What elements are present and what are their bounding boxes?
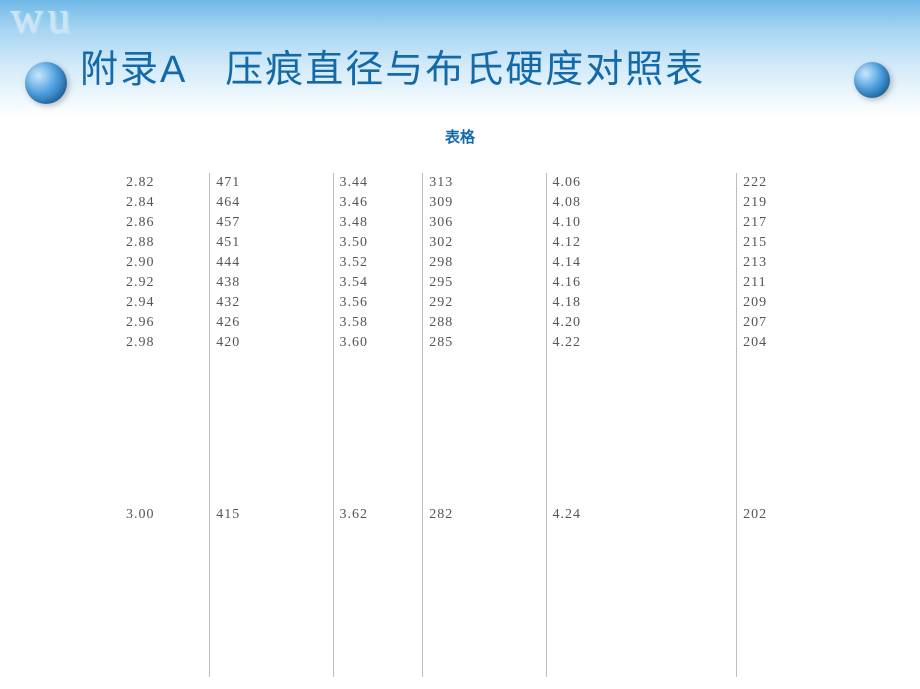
table-cell: 282: [423, 505, 546, 525]
table-row: 2.904443.522984.14213: [120, 253, 860, 273]
table-cell: 4.14: [546, 253, 737, 273]
table-cell: 2.84: [120, 193, 210, 213]
table-cell: [120, 525, 210, 677]
table-row: [120, 353, 860, 505]
table-cell: [737, 353, 860, 505]
table-cell: 4.18: [546, 293, 737, 313]
table-cell: 3.54: [333, 273, 423, 293]
table-cell: 309: [423, 193, 546, 213]
table-cell: 3.00: [120, 505, 210, 525]
table-cell: 209: [737, 293, 860, 313]
table-cell: 444: [210, 253, 333, 273]
table-cell: 2.92: [120, 273, 210, 293]
table-cell: 2.82: [120, 173, 210, 193]
table-cell: 438: [210, 273, 333, 293]
table-cell: 3.44: [333, 173, 423, 193]
table-row: 2.824713.443134.06222: [120, 173, 860, 193]
header-bar: wu 附录A 压痕直径与布氏硬度对照表: [0, 0, 920, 116]
table-cell: 3.62: [333, 505, 423, 525]
table-row: 3.004153.622824.24202: [120, 505, 860, 525]
table-row: [120, 525, 860, 677]
table-container: 2.824713.443134.062222.844643.463094.082…: [0, 153, 920, 689]
table-cell: 471: [210, 173, 333, 193]
table-row: 2.924383.542954.16211: [120, 273, 860, 293]
table-row: 2.884513.503024.12215: [120, 233, 860, 253]
table-cell: 306: [423, 213, 546, 233]
table-cell: 207: [737, 313, 860, 333]
table-row: 2.984203.602854.22204: [120, 333, 860, 353]
table-cell: [333, 353, 423, 505]
table-row: 2.964263.582884.20207: [120, 313, 860, 333]
table-cell: 3.60: [333, 333, 423, 353]
table-cell: [120, 353, 210, 505]
table-cell: [423, 525, 546, 677]
table-cell: 3.46: [333, 193, 423, 213]
table-cell: 298: [423, 253, 546, 273]
table-cell: 2.94: [120, 293, 210, 313]
table-cell: [333, 525, 423, 677]
table-cell: 2.96: [120, 313, 210, 333]
table-cell: [423, 353, 546, 505]
decor-sphere-left: [25, 62, 67, 104]
table-cell: 292: [423, 293, 546, 313]
table-cell: 2.88: [120, 233, 210, 253]
table-cell: 202: [737, 505, 860, 525]
table-cell: 3.48: [333, 213, 423, 233]
table-cell: 3.58: [333, 313, 423, 333]
table-cell: 3.50: [333, 233, 423, 253]
table-cell: 4.16: [546, 273, 737, 293]
table-cell: [546, 525, 737, 677]
table-cell: 4.12: [546, 233, 737, 253]
table-cell: [546, 353, 737, 505]
table-row: 2.864573.483064.10217: [120, 213, 860, 233]
table-cell: [210, 353, 333, 505]
table-cell: 211: [737, 273, 860, 293]
table-cell: [210, 525, 333, 677]
table-cell: 285: [423, 333, 546, 353]
table-cell: 426: [210, 313, 333, 333]
table-cell: 2.98: [120, 333, 210, 353]
table-cell: 313: [423, 173, 546, 193]
table-cell: 432: [210, 293, 333, 313]
table-cell: 217: [737, 213, 860, 233]
table-cell: 204: [737, 333, 860, 353]
table-row: 2.944323.562924.18209: [120, 293, 860, 313]
table-cell: 2.86: [120, 213, 210, 233]
page-title: 附录A 压痕直径与布氏硬度对照表: [80, 38, 920, 93]
table-cell: 213: [737, 253, 860, 273]
table-cell: 4.10: [546, 213, 737, 233]
table-cell: 4.20: [546, 313, 737, 333]
table-cell: 464: [210, 193, 333, 213]
table-cell: 420: [210, 333, 333, 353]
table-cell: 288: [423, 313, 546, 333]
table-cell: 2.90: [120, 253, 210, 273]
table-cell: 295: [423, 273, 546, 293]
table-cell: 3.56: [333, 293, 423, 313]
hardness-table: 2.824713.443134.062222.844643.463094.082…: [120, 173, 860, 677]
table-cell: 3.52: [333, 253, 423, 273]
table-cell: 451: [210, 233, 333, 253]
table-cell: 219: [737, 193, 860, 213]
table-cell: 302: [423, 233, 546, 253]
table-cell: 215: [737, 233, 860, 253]
decor-sphere-right: [854, 62, 890, 98]
table-row: 2.844643.463094.08219: [120, 193, 860, 213]
table-cell: 4.24: [546, 505, 737, 525]
watermark-text: wu: [10, 0, 74, 43]
table-caption: 表格: [0, 126, 920, 147]
table-cell: 4.06: [546, 173, 737, 193]
table-cell: 4.22: [546, 333, 737, 353]
table-cell: 457: [210, 213, 333, 233]
table-cell: 222: [737, 173, 860, 193]
table-cell: 415: [210, 505, 333, 525]
table-cell: 4.08: [546, 193, 737, 213]
table-cell: [737, 525, 860, 677]
